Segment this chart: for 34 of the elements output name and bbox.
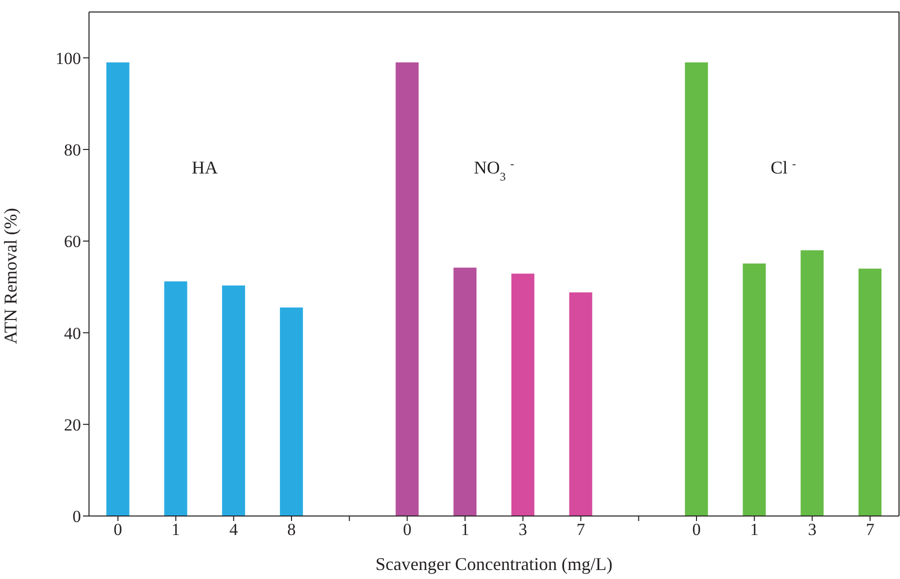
bar [106,62,130,516]
bar [800,250,824,516]
bar [684,62,708,516]
y-tick-label: 100 [56,48,81,68]
y-tick-label: 20 [64,415,81,434]
x-tick-label: 0 [114,520,122,540]
y-tick-label: 80 [64,140,81,160]
y-tick-label: 60 [64,232,81,252]
bar [742,264,766,516]
x-tick-label: 3 [808,520,816,540]
bar [858,268,882,516]
bar [222,286,246,516]
bar [164,281,188,516]
bar [454,268,476,516]
x-tick-label: 1 [172,520,180,540]
x-tick-label: 1 [460,520,470,540]
x-tick-label: 0 [692,520,701,540]
y-tick-label: 40 [64,324,81,343]
bar [569,292,592,516]
bar [280,308,303,516]
annotation: HA [192,157,218,178]
bar [511,274,534,516]
x-tick-label: 8 [287,520,296,540]
x-tick-label: 3 [518,520,528,540]
y-tick-label: 0 [72,507,81,526]
x-tick-label: 1 [750,520,759,540]
x-tick-label: 4 [229,520,238,540]
x-tick-label: 7 [866,520,875,540]
x-tick-label: 0 [402,520,412,540]
x-axis-title: Scavenger Concentration (mg/L) [376,554,612,574]
annotation: Cl $^{-}$ [770,156,796,178]
x-tick-label: 7 [576,520,586,540]
y-axis-title: ATN Removal (%) [0,208,20,344]
bar [396,62,419,516]
